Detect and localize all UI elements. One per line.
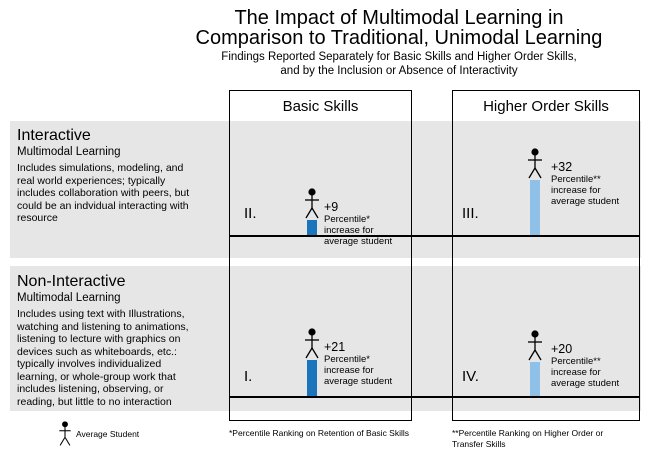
value-caption: average student xyxy=(324,376,393,387)
value-text: +9 xyxy=(324,200,339,214)
desc-line: watching and listening to animations, xyxy=(17,320,189,333)
quadrant-label-iii: III. xyxy=(462,205,479,222)
subtitle-line-2: and by the Inclusion or Absence of Inter… xyxy=(280,65,518,77)
desc-line: includes collaboration with peers, but xyxy=(17,187,190,199)
row-title-interactive: Interactive xyxy=(17,127,91,144)
footnote-higher: **Percentile Ranking on Higher Order or … xyxy=(452,428,603,450)
desc-line: real world experiences; typically xyxy=(17,174,166,187)
value-label-ii: +9 Percentile* increase for average stud… xyxy=(324,200,392,247)
footnote-higher-line-2: Transfer Skills xyxy=(452,439,506,449)
desc-line: typically involves individualized xyxy=(17,358,162,370)
desc-line: Includes simulations, modeling, and xyxy=(17,162,184,174)
quadrant-label-i: I. xyxy=(244,368,253,385)
value-caption: increase for xyxy=(551,185,601,196)
value-caption: average student xyxy=(324,236,393,247)
legend-label: Average Student xyxy=(76,429,140,439)
row-title-noninteractive: Non-Interactive xyxy=(17,273,126,290)
value-text: +21 xyxy=(324,340,346,354)
column-header-higher: Higher Order Skills xyxy=(483,98,609,115)
row-interactive: Interactive Multimodal Learning Includes… xyxy=(17,127,225,225)
footnote-higher-line-1: **Percentile Ranking on Higher Order or xyxy=(452,428,604,438)
bar-quadrant-iv xyxy=(530,362,540,396)
desc-line: learning, or whole-group work that xyxy=(17,370,176,383)
value-caption: Percentile* xyxy=(324,214,370,225)
bar-quadrant-i xyxy=(307,360,317,396)
quadrant-label-iv: IV. xyxy=(462,368,479,385)
bar-quadrant-iii xyxy=(530,180,540,235)
row-desc-noninteractive: Includes using text with Illustrations, … xyxy=(17,308,227,408)
baseline-interactive xyxy=(229,235,640,237)
value-text: +20 xyxy=(551,342,573,356)
average-student-icon xyxy=(305,328,319,359)
desc-line: includes listening, observing, or xyxy=(17,383,164,395)
value-caption: increase for xyxy=(324,365,374,376)
row-subtitle-interactive: Multimodal Learning xyxy=(17,146,121,158)
desc-line: reading, but little to no interaction xyxy=(17,395,172,408)
bar-quadrant-ii xyxy=(307,220,317,235)
page-title: The Impact of Multimodal Learning in Com… xyxy=(150,8,648,48)
value-caption: Percentile** xyxy=(551,174,601,185)
average-student-icon xyxy=(528,148,542,179)
value-text: +32 xyxy=(551,160,573,174)
subtitle-line-1: Findings Reported Separately for Basic S… xyxy=(221,51,577,63)
desc-line: could be an indvidual interacting with xyxy=(17,199,189,212)
desc-line: listening to lecture with graphics on xyxy=(17,333,181,345)
title-line-1: The Impact of Multimodal Learning in xyxy=(234,7,564,29)
value-label-iv: +20 Percentile** increase for average st… xyxy=(551,342,619,389)
row-noninteractive: Non-Interactive Multimodal Learning Incl… xyxy=(17,273,227,408)
title-line-2: Comparison to Traditional, Unimodal Lear… xyxy=(195,27,603,49)
footnote-basic: *Percentile Ranking on Retention of Basi… xyxy=(229,428,410,438)
value-label-iii: +32 Percentile** increase for average st… xyxy=(551,160,619,207)
baseline-noninteractive xyxy=(229,396,640,398)
basic-skills-column xyxy=(229,90,412,421)
value-caption: increase for xyxy=(324,225,374,236)
row-desc-interactive: Includes simulations, modeling, and real… xyxy=(17,162,225,225)
column-header-basic: Basic Skills xyxy=(282,98,359,115)
quadrant-label-ii: II. xyxy=(244,205,257,222)
page-subtitle: Findings Reported Separately for Basic S… xyxy=(150,50,648,78)
average-student-icon xyxy=(305,188,319,219)
value-caption: Percentile** xyxy=(551,356,601,367)
legend-student-icon xyxy=(59,421,71,446)
desc-line: resource xyxy=(17,212,58,224)
desc-line: devices such as whiteboards, etc.: xyxy=(17,345,177,358)
value-label-i: +21 Percentile* increase for average stu… xyxy=(324,340,392,387)
value-caption: average student xyxy=(551,196,620,207)
value-caption: average student xyxy=(551,378,620,389)
average-student-icon xyxy=(528,330,542,361)
value-caption: Percentile* xyxy=(324,354,370,365)
higher-order-column xyxy=(452,90,640,421)
row-subtitle-noninteractive: Multimodal Learning xyxy=(17,292,121,304)
desc-line: Includes using text with Illustrations, xyxy=(17,308,185,320)
value-caption: increase for xyxy=(551,367,601,378)
